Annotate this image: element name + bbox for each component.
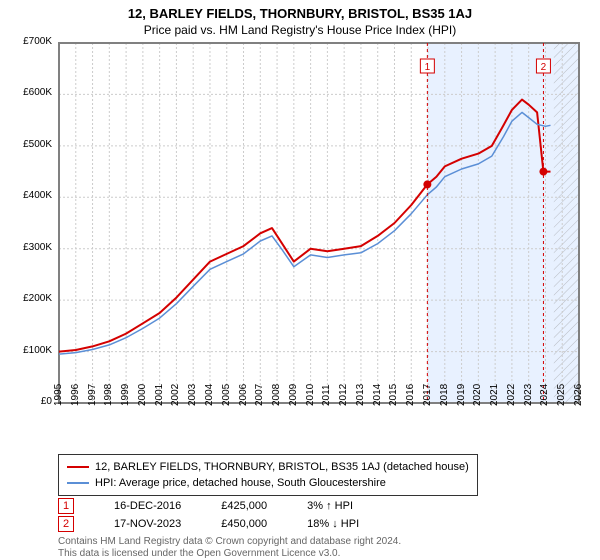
sale-price: £450,000 [221,518,267,530]
sale-date: 16-DEC-2016 [114,500,181,512]
sale-tag: 2 [58,516,74,532]
x-tick-label: 2024 [539,384,550,406]
y-tick-label: £700K [0,36,52,47]
legend-item: HPI: Average price, detached house, Sout… [67,475,469,491]
y-tick-label: £300K [0,242,52,253]
page-title: 12, BARLEY FIELDS, THORNBURY, BRISTOL, B… [0,0,600,21]
x-tick-label: 1996 [70,384,81,406]
sale-price: £425,000 [221,500,267,512]
x-tick-label: 2012 [338,384,349,406]
y-tick-label: £400K [0,190,52,201]
y-tick-label: £500K [0,139,52,150]
svg-text:2: 2 [541,62,547,73]
y-tick-label: £200K [0,293,52,304]
sale-delta: 3% ↑ HPI [307,500,353,512]
y-tick-label: £100K [0,345,52,356]
page-subtitle: Price paid vs. HM Land Registry's House … [0,21,600,37]
x-tick-label: 2011 [321,384,332,406]
sale-row: 2 17-NOV-2023 £450,000 18% ↓ HPI [58,516,359,532]
x-tick-label: 2018 [439,384,450,406]
x-tick-label: 2013 [355,384,366,406]
x-tick-label: 2014 [372,384,383,406]
sale-row: 1 16-DEC-2016 £425,000 3% ↑ HPI [58,498,353,514]
y-tick-label: £600K [0,87,52,98]
legend-label: HPI: Average price, detached house, Sout… [95,475,386,491]
x-tick-label: 2006 [238,384,249,406]
x-tick-label: 2008 [271,384,282,406]
x-tick-label: 1997 [87,384,98,406]
x-tick-label: 1999 [120,384,131,406]
price-chart: 12 [58,42,580,404]
y-tick-label: £0 [0,396,52,407]
footer-line-2: This data is licensed under the Open Gov… [58,548,340,559]
x-tick-label: 1998 [103,384,114,406]
legend-swatch [67,482,89,484]
legend-item: 12, BARLEY FIELDS, THORNBURY, BRISTOL, B… [67,459,469,475]
x-tick-label: 2025 [556,384,567,406]
sale-delta: 18% ↓ HPI [307,518,359,530]
x-tick-label: 2005 [221,384,232,406]
x-tick-label: 2003 [187,384,198,406]
x-tick-label: 2020 [472,384,483,406]
x-tick-label: 2016 [405,384,416,406]
x-tick-label: 2009 [288,384,299,406]
x-tick-label: 2007 [254,384,265,406]
footer-line-1: Contains HM Land Registry data © Crown c… [58,536,401,547]
x-tick-label: 2023 [523,384,534,406]
legend-swatch [67,466,89,468]
x-tick-label: 2010 [305,384,316,406]
sale-tag: 1 [58,498,74,514]
x-tick-label: 2022 [506,384,517,406]
x-tick-label: 2004 [204,384,215,406]
x-tick-label: 2015 [388,384,399,406]
x-tick-label: 2002 [170,384,181,406]
sale-date: 17-NOV-2023 [114,518,181,530]
svg-text:1: 1 [425,62,431,73]
x-tick-label: 2019 [456,384,467,406]
x-tick-label: 2017 [422,384,433,406]
x-tick-label: 2021 [489,384,500,406]
legend-label: 12, BARLEY FIELDS, THORNBURY, BRISTOL, B… [95,459,469,475]
x-tick-label: 1995 [53,384,64,406]
x-tick-label: 2026 [573,384,584,406]
x-tick-label: 2000 [137,384,148,406]
legend: 12, BARLEY FIELDS, THORNBURY, BRISTOL, B… [58,454,478,496]
x-tick-label: 2001 [154,384,165,406]
